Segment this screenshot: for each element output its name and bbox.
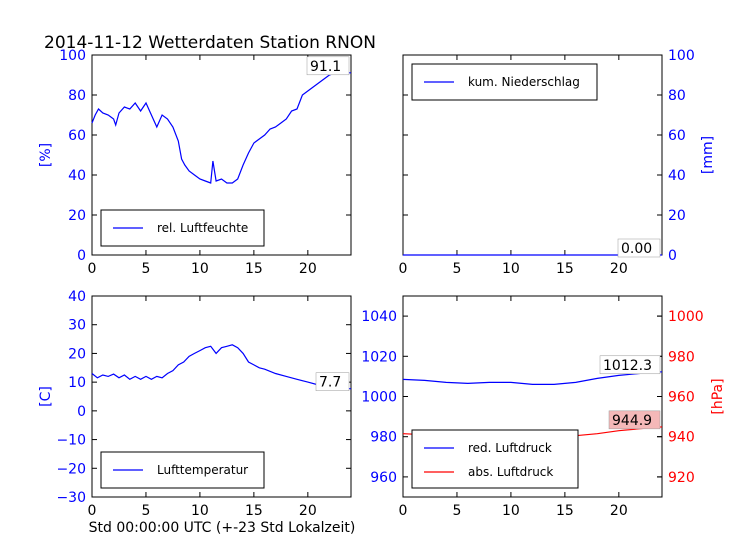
x-tick-label: 5 [452,261,461,277]
y-tick-label: 40 [668,168,686,184]
x-tick-label: 15 [245,503,263,519]
legend-entry: abs. Luftdruck [468,465,553,479]
y-tick-label: 20 [668,208,686,224]
x-tick-label: 10 [502,261,520,277]
y-tick-label: 20 [68,346,86,362]
annotation-value: 0.00 [621,241,652,257]
annotation-box-humidity [306,56,350,76]
y-right-tick-label: 940 [668,430,695,446]
y-tick-label: 0 [77,404,86,420]
y-right-tick-label: 960 [668,390,695,406]
y-axis-label: [C] [38,386,54,407]
y-axis-label: [hPa] [710,378,726,414]
y-axis-label: [%] [38,143,54,167]
y-tick-label: −20 [56,461,86,477]
annotation-box-temperature [315,372,350,391]
y-right-tick-label: 1000 [668,309,704,325]
y-tick-label: 40 [68,289,86,305]
y-tick-label: −30 [56,490,86,506]
x-tick-label: 10 [191,261,209,277]
y-tick-label: 20 [68,208,86,224]
x-tick-label: 10 [191,503,209,519]
x-tick-label: 20 [299,261,317,277]
x-tick-label: 0 [399,503,408,519]
y-tick-label: 0 [668,248,677,264]
series-line-pressure-0 [402,371,663,385]
annotation-value: 7.7 [319,375,341,391]
annotation-box-pressure [599,355,661,375]
chart-title: 2014-11-12 Wetterdaten Station RNON [44,33,376,53]
x-tick-label: 0 [88,261,97,277]
axes-frame-temperature [91,295,352,498]
legend-entry: rel. Luftfeuchte [157,221,248,235]
x-tick-label: 15 [556,503,574,519]
legend-entry: kum. Niederschlag [468,75,580,89]
x-tick-label: 5 [141,503,150,519]
y-tick-label: −10 [56,433,86,449]
y-tick-label: 40 [68,168,86,184]
y-tick-label: 60 [68,128,86,144]
y-tick-label: 960 [370,470,397,486]
x-tick-label: 0 [399,261,408,277]
y-tick-label: 100 [668,48,695,64]
x-tick-label: 15 [245,261,263,277]
annotation-value: 944.9 [612,413,652,429]
legend-entry: red. Luftdruck [468,441,552,455]
x-tick-label: 20 [610,261,628,277]
legend-entry: Lufttemperatur [157,463,248,477]
x-tick-label: 10 [502,503,520,519]
y-tick-label: 0 [77,248,86,264]
x-tick-label: 20 [610,503,628,519]
axes-frame-humidity [91,54,352,256]
legend-box-pressure [411,429,579,489]
y-tick-label: 80 [668,88,686,104]
y-right-tick-label: 920 [668,470,695,486]
y-right-tick-label: 980 [668,349,695,365]
y-tick-label: 1020 [361,349,397,365]
series-line-humidity-0 [91,72,351,184]
annotation-box-precipitation [617,238,661,258]
series-line-temperature-0 [91,344,351,390]
annotation-value: 91.1 [310,59,341,75]
y-tick-label: 980 [370,430,397,446]
y-tick-label: 1000 [361,390,397,406]
annotation-box-pressure [608,410,661,430]
y-tick-label: 1040 [361,309,397,325]
y-tick-label: 10 [68,375,86,391]
y-tick-label: 80 [68,88,86,104]
x-tick-label: 0 [88,503,97,519]
x-tick-label: 15 [556,261,574,277]
annotation-value: 1012.3 [603,358,652,374]
x-axis-label: Std 00:00:00 UTC (+-23 Std Lokalzeit) [89,520,356,536]
y-tick-label: 100 [59,48,86,64]
y-axis-label: [mm] [700,136,716,174]
y-tick-label: 30 [68,318,86,334]
x-tick-label: 5 [452,503,461,519]
x-tick-label: 20 [299,503,317,519]
x-tick-label: 5 [141,261,150,277]
y-tick-label: 60 [668,128,686,144]
